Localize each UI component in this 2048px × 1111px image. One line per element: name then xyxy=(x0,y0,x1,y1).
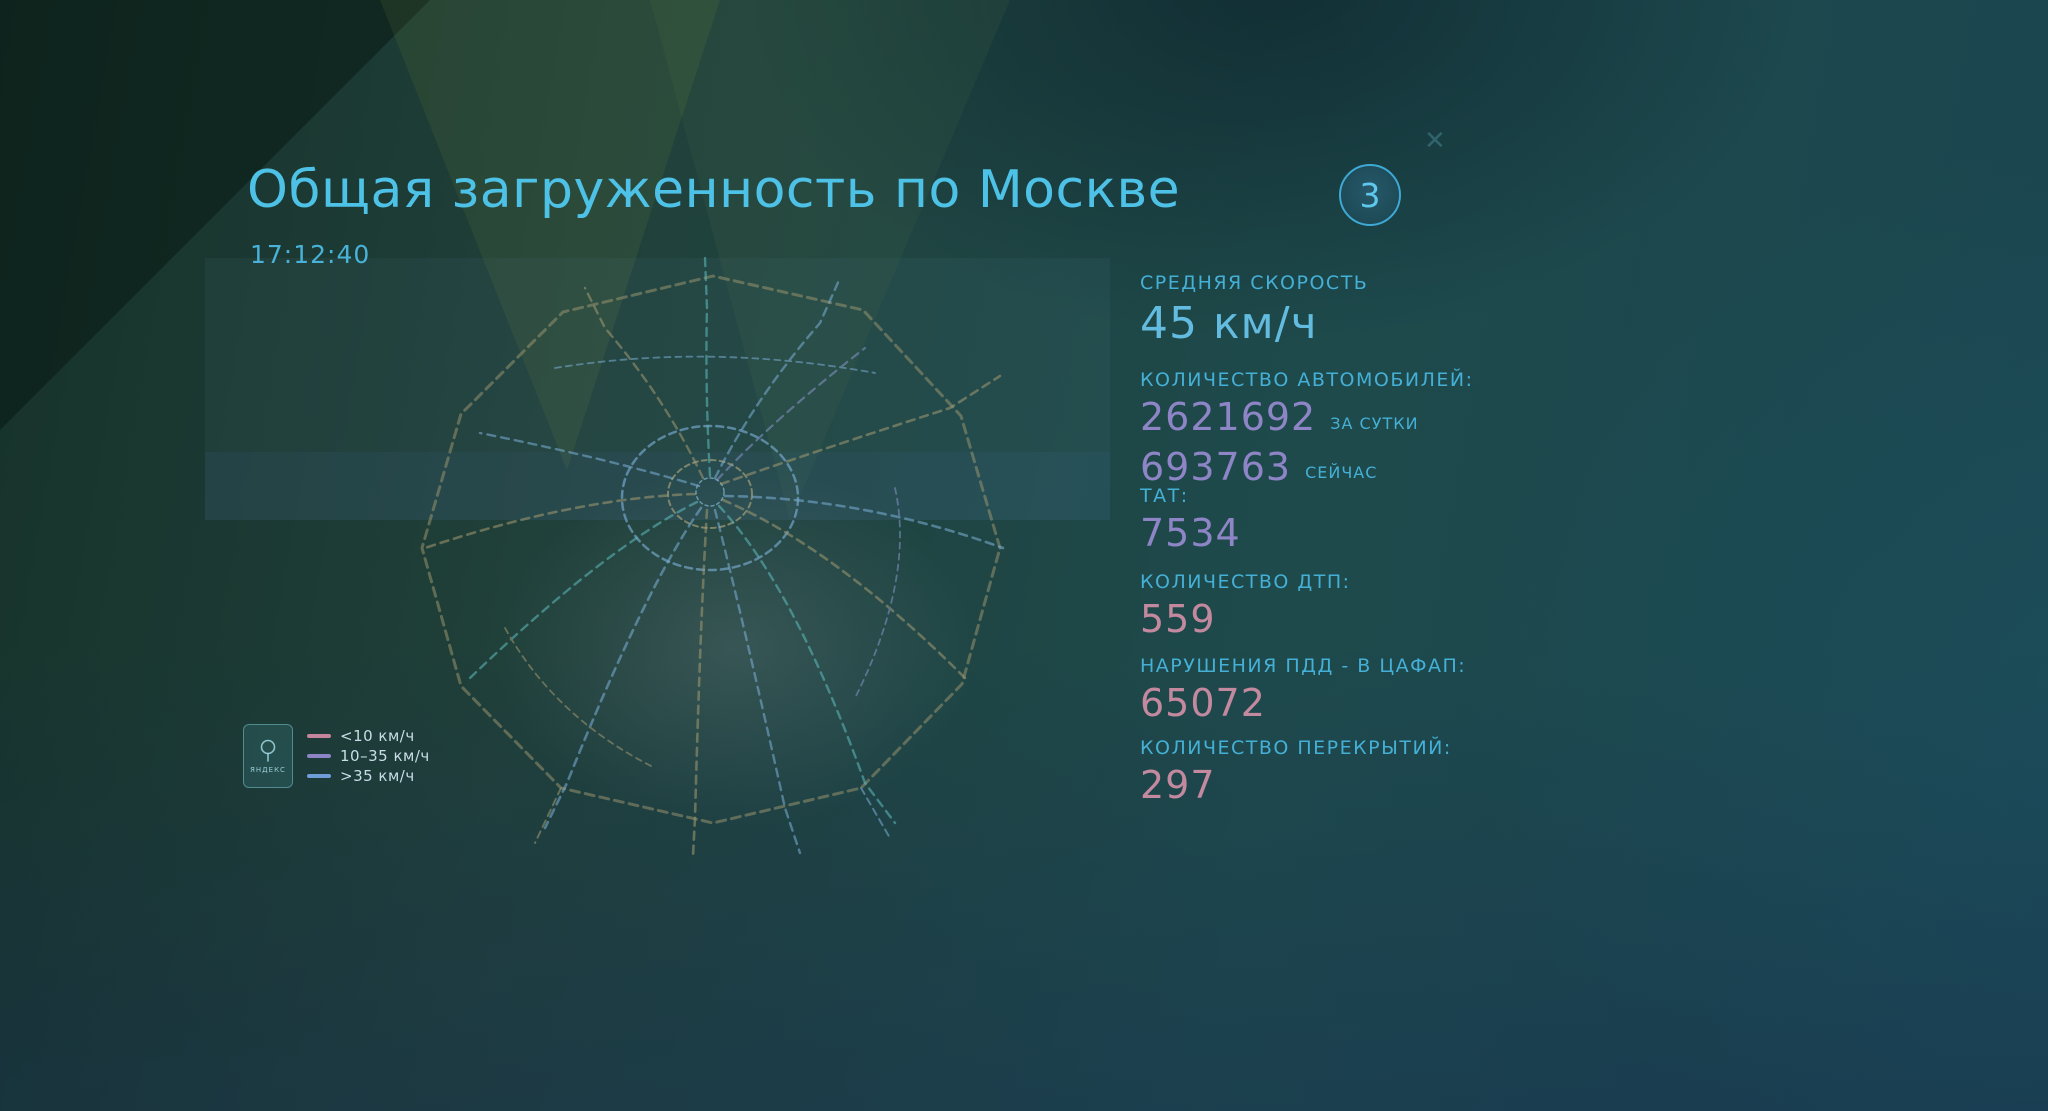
legend-item: <10 км/ч xyxy=(307,727,430,745)
stat-label: КОЛИЧЕСТВО ПЕРЕКРЫТИЙ: xyxy=(1140,737,1452,759)
legend-label: >35 км/ч xyxy=(340,767,415,785)
logo-text: ЯНДЕКС xyxy=(250,766,286,774)
stat-value: 693763 xyxy=(1140,444,1292,489)
stat-value: 65072 xyxy=(1140,681,1266,725)
stat-unit: ЗА СУТКИ xyxy=(1330,413,1419,433)
stat-value: 559 xyxy=(1140,597,1216,641)
stat-label: СРЕДНЯЯ СКОРОСТЬ xyxy=(1140,272,1369,294)
stat-row-now: 693763 СЕЙЧАС xyxy=(1140,441,1473,491)
close-icon[interactable]: ✕ xyxy=(1424,126,1446,156)
radial-roads xyxy=(423,256,1005,858)
map-provider-logo: ЯНДЕКС xyxy=(243,724,293,788)
legend-swatch xyxy=(307,734,331,738)
legend-item: >35 км/ч xyxy=(307,767,430,785)
moscow-road-network-svg xyxy=(420,256,1005,858)
stat-unit: СЕЙЧАС xyxy=(1305,463,1378,483)
map-pin-icon xyxy=(260,739,276,762)
stat-road-closures: КОЛИЧЕСТВО ПЕРЕКРЫТИЙ: 297 xyxy=(1140,737,1452,809)
legend-label: <10 км/ч xyxy=(340,727,415,745)
stat-value: 297 xyxy=(1140,763,1216,807)
legend-swatch xyxy=(307,774,331,778)
legend-swatch xyxy=(307,754,331,758)
legend-label: 10–35 км/ч xyxy=(340,747,430,765)
stat-value: 7534 xyxy=(1140,511,1241,555)
stat-label: НАРУШЕНИЯ ПДД - В ЦАФАП: xyxy=(1140,655,1467,677)
moscow-traffic-map xyxy=(255,248,1155,858)
slide-number-badge[interactable]: 3 xyxy=(1339,164,1401,226)
stat-average-speed: СРЕДНЯЯ СКОРОСТЬ 45 км/ч xyxy=(1140,272,1368,351)
stat-accidents: КОЛИЧЕСТВО ДТП: 559 xyxy=(1140,571,1351,643)
clock: 17:12:40 xyxy=(250,240,371,269)
city-center-texture xyxy=(495,468,975,828)
legend: ЯНДЕКС <10 км/ч 10–35 км/ч >35 км/ч xyxy=(243,724,430,788)
stat-label: КОЛИЧЕСТВО ДТП: xyxy=(1140,571,1351,593)
stat-value: 2621692 xyxy=(1140,395,1317,439)
stat-tat: ТАТ: 7534 xyxy=(1140,485,1241,557)
stat-row-per-day: 2621692 ЗА СУТКИ xyxy=(1140,391,1473,441)
page-title: Общая загруженность по Москве xyxy=(247,160,1181,220)
ring-roads xyxy=(420,274,1002,825)
legend-items: <10 км/ч 10–35 км/ч >35 км/ч xyxy=(307,724,430,788)
stat-label: КОЛИЧЕСТВО АВТОМОБИЛЕЙ: xyxy=(1140,369,1474,391)
stat-car-count: КОЛИЧЕСТВО АВТОМОБИЛЕЙ: 2621692 ЗА СУТКИ… xyxy=(1140,369,1473,490)
legend-item: 10–35 км/ч xyxy=(307,747,430,765)
stat-label: ТАТ: xyxy=(1140,485,1189,507)
stat-violations: НАРУШЕНИЯ ПДД - В ЦАФАП: 65072 xyxy=(1140,655,1466,727)
stat-value: 45 км/ч xyxy=(1140,298,1318,349)
